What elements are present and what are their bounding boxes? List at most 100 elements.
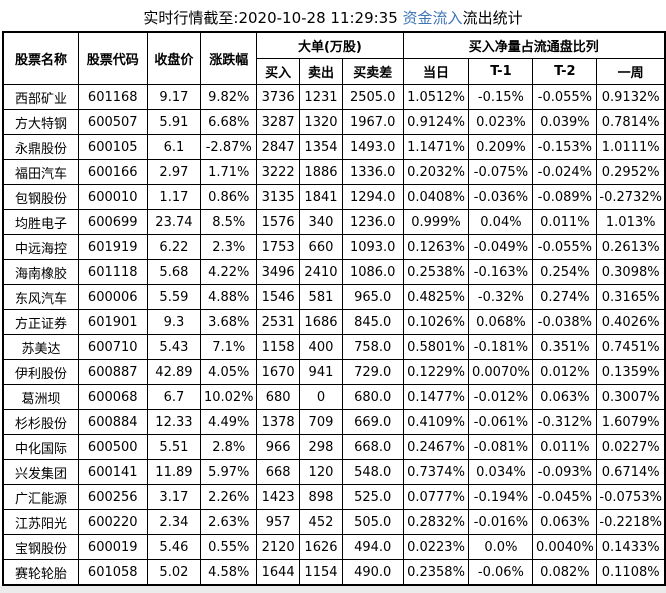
day-ratio-cell: 0.0223% [402,534,470,560]
day-ratio-cell: 0.2538% [402,259,470,285]
close-price-cell: 2.97 [146,159,202,185]
change-pct-cell: 4.49% [200,409,258,435]
buy-sell-diff-cell: 2505.0 [341,84,404,110]
close-price-cell: 6.7 [146,384,202,410]
table-row: 包钢股份 600010 1.17 0.86% 3135 1841 1294.0 0.0408%… [2,184,666,210]
change-pct-cell: 3.68% [200,309,258,335]
t1-ratio-cell: -0.075% [468,159,534,185]
t1-ratio-cell: 0.034% [468,459,534,485]
week-ratio-cell: 0.1433% [596,534,666,560]
stock-name-cell: 西部矿业 [2,84,79,110]
buy-cell: 1423 [256,484,301,510]
t2-ratio-cell: 0.011% [532,434,598,460]
t2-ratio-cell: -0.038% [532,309,598,335]
stock-name-cell: 方正证券 [2,309,79,335]
stock-name-cell: 永鼎股份 [2,134,79,160]
col-header-stock-code: 股票代码 [77,31,148,85]
col-header-stock-name: 股票名称 [2,31,79,85]
day-ratio-cell: 0.0408% [402,184,470,210]
close-price-cell: 6.1 [146,134,202,160]
buy-cell: 3135 [256,184,301,210]
table-row: 海南橡胶 601118 5.68 4.22% 3496 2410 1086.0 0.2538%… [2,259,666,285]
table-row: 永鼎股份 600105 6.1 -2.87% 2847 1354 1493.0 1.1471%… [2,134,666,160]
t1-ratio-cell: -0.194% [468,484,534,510]
t1-ratio-cell: -0.061% [468,409,534,435]
buy-sell-diff-cell: 965.0 [341,284,404,310]
stock-code-cell: 600884 [77,409,148,435]
close-price-cell: 3.17 [146,484,202,510]
change-pct-cell: 4.05% [200,359,258,385]
sell-cell: 2410 [299,259,343,285]
stock-name-cell: 福田汽车 [2,159,79,185]
sell-cell: 0 [299,384,343,410]
window-bottom-strip [0,586,666,593]
t1-ratio-cell: -0.181% [468,334,534,360]
t2-ratio-cell: -0.055% [532,84,598,110]
stock-name-cell: 葛洲坝 [2,384,79,410]
table-row: 宝钢股份 600019 5.46 0.55% 2120 1626 494.0 0.0223% 0… [2,534,666,560]
t2-ratio-cell: 0.351% [532,334,598,360]
week-ratio-cell: 0.7814% [596,109,666,135]
col-header-t-minus-2: T-2 [532,58,598,85]
sell-cell: 120 [299,459,343,485]
stock-code-cell: 600006 [77,284,148,310]
title-capital-inflow-link[interactable]: 资金流入 [402,9,463,27]
table-row: 方大特钢 600507 5.91 6.68% 3287 1320 1967.0 0.9124%… [2,109,666,135]
table-row: 均胜电子 600699 23.74 8.5% 1576 340 1236.0 0.999% 0.… [2,209,666,235]
buy-cell: 1546 [256,284,301,310]
change-pct-cell: 5.97% [200,459,258,485]
buy-cell: 1378 [256,409,301,435]
buy-sell-diff-cell: 729.0 [341,359,404,385]
stock-name-cell: 方大特钢 [2,109,79,135]
table-row: 兴发集团 600141 11.89 5.97% 668 120 548.0 0.7374% 0.… [2,459,666,485]
day-ratio-cell: 1.0512% [402,84,470,110]
day-ratio-cell: 0.4109% [402,409,470,435]
t2-ratio-cell: 0.0040% [532,534,598,560]
stock-code-cell: 600220 [77,509,148,535]
stock-code-cell: 601118 [77,259,148,285]
t2-ratio-cell: -0.093% [532,459,598,485]
col-header-t-minus-1: T-1 [468,58,534,85]
buy-sell-diff-cell: 525.0 [341,484,404,510]
sell-cell: 298 [299,434,343,460]
week-ratio-cell: 0.3007% [596,384,666,410]
day-ratio-cell: 0.0777% [402,484,470,510]
sell-cell: 1231 [299,84,343,110]
buy-cell: 668 [256,459,301,485]
t1-ratio-cell: 0.209% [468,134,534,160]
stock-code-cell: 600699 [77,209,148,235]
col-header-change-pct: 涨跌幅 [200,31,258,85]
t2-ratio-cell: 0.012% [532,359,598,385]
week-ratio-cell: 0.1359% [596,359,666,385]
table-row: 苏美达 600710 5.43 7.1% 1158 400 758.0 0.5801% -0.1… [2,334,666,360]
change-pct-cell: 2.26% [200,484,258,510]
close-price-cell: 9.17 [146,84,202,110]
change-pct-cell: 4.22% [200,259,258,285]
change-pct-cell: 9.82% [200,84,258,110]
table-row: 中远海控 601919 6.22 2.3% 1753 660 1093.0 0.1263% -0… [2,234,666,260]
stock-name-cell: 兴发集团 [2,459,79,485]
col-header-close-price: 收盘价 [146,31,202,85]
t2-ratio-cell: -0.024% [532,159,598,185]
t2-ratio-cell: -0.055% [532,234,598,260]
sell-cell: 1154 [299,559,343,586]
close-price-cell: 6.22 [146,234,202,260]
buy-cell: 2531 [256,309,301,335]
t2-ratio-cell: -0.153% [532,134,598,160]
buy-sell-diff-cell: 758.0 [341,334,404,360]
day-ratio-cell: 1.1471% [402,134,470,160]
day-ratio-cell: 0.2832% [402,509,470,535]
buy-cell: 957 [256,509,301,535]
buy-cell: 3496 [256,259,301,285]
day-ratio-cell: 0.7374% [402,459,470,485]
buy-sell-diff-cell: 1336.0 [341,159,404,185]
sell-cell: 941 [299,359,343,385]
table-row: 方正证券 601901 9.3 3.68% 2531 1686 845.0 0.1026% 0.… [2,309,666,335]
table-row: 西部矿业 601168 9.17 9.82% 3736 1231 2505.0 1.0512%… [2,84,666,110]
close-price-cell: 5.91 [146,109,202,135]
close-price-cell: 9.3 [146,309,202,335]
col-header-sell: 卖出 [299,58,343,85]
week-ratio-cell: 1.0111% [596,134,666,160]
day-ratio-cell: 0.2358% [402,559,470,586]
t2-ratio-cell: 0.063% [532,384,598,410]
